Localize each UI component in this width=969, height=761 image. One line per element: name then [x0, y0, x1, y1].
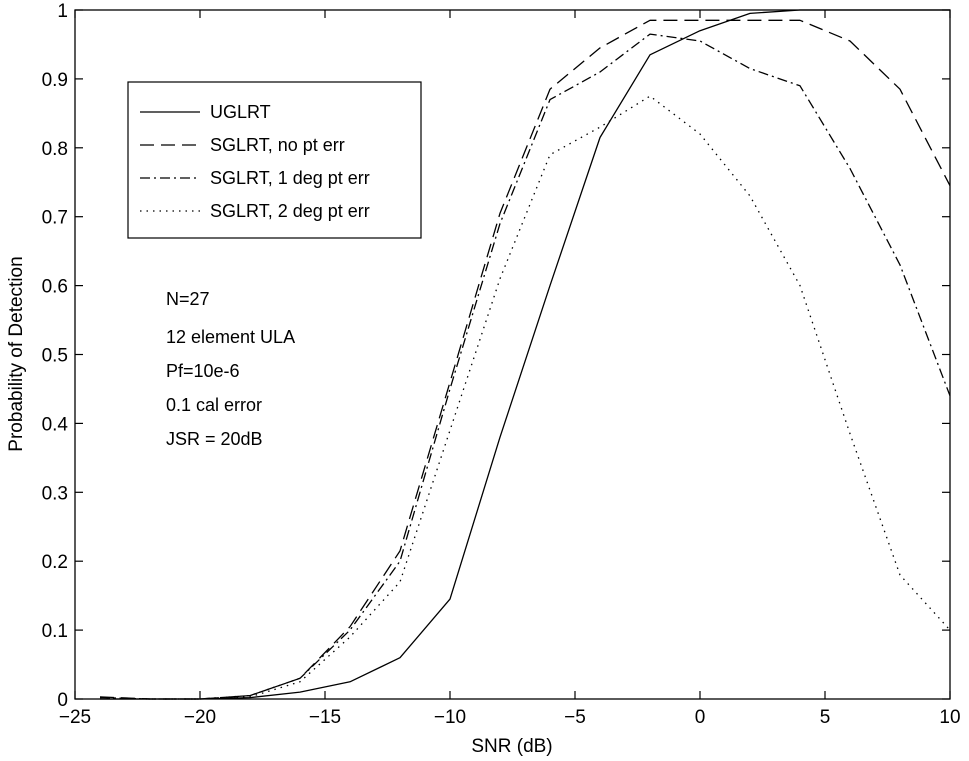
x-tick-label: −5	[564, 707, 586, 728]
y-tick-label: 0.6	[42, 277, 68, 298]
axis-ticks: −25 −20 −15 −10 −5 0 5 10 0 0.1 0.2 0.3 0.4 0.5 0.6 0.7…	[42, 1, 961, 728]
legend: UGLRT SGLRT, no pt err SGLRT, 1 deg pt e…	[127, 81, 422, 239]
annotation-cal-error: 0.1 cal error	[166, 395, 262, 415]
y-tick-label: 0.3	[42, 483, 68, 504]
y-tick-label: 0	[57, 690, 68, 711]
y-tick-label: 0.4	[42, 414, 69, 435]
x-tick-label: −20	[184, 707, 216, 728]
y-tick-label: 0.5	[42, 346, 68, 367]
y-tick-label: 1	[57, 1, 68, 22]
series-line-4	[99, 95, 951, 700]
x-tick-label: −15	[309, 707, 341, 728]
legend-label-sglrt-2-deg: SGLRT, 2 deg pt err	[210, 201, 370, 221]
annotation-array: 12 element ULA	[166, 327, 295, 347]
series-line-1	[100, 9, 950, 700]
annotation-block: N=27 12 element ULA Pf=10e-6 0.1 cal err…	[166, 289, 295, 449]
legend-box	[127, 81, 422, 239]
y-tick-label: 0.2	[42, 552, 68, 573]
x-tick-label: 10	[939, 707, 960, 728]
y-tick-label: 0.1	[42, 621, 68, 642]
annotation-pf: Pf=10e-6	[166, 361, 240, 381]
x-tick-label: 0	[695, 707, 706, 728]
y-tick-label: 0.7	[42, 208, 68, 229]
x-tick-label: −25	[59, 707, 91, 728]
y-tick-label: 0.8	[42, 139, 68, 160]
y-tick-label: 0.9	[42, 70, 68, 91]
y-axis-label: Probability of Detection	[6, 256, 27, 451]
legend-label-sglrt-1-deg: SGLRT, 1 deg pt err	[210, 168, 370, 188]
x-tick-label: 5	[820, 707, 831, 728]
series-line-2	[99, 19, 951, 700]
legend-label-uglrt: UGLRT	[210, 102, 271, 122]
legend-label-sglrt-no-pt-err: SGLRT, no pt err	[210, 135, 345, 155]
x-tick-label: −10	[434, 707, 466, 728]
annotation-n: N=27	[166, 289, 210, 309]
x-axis-label: SNR (dB)	[471, 736, 552, 757]
series-line-3	[99, 33, 951, 700]
annotation-jsr: JSR = 20dB	[166, 429, 263, 449]
series-lines	[99, 9, 951, 700]
